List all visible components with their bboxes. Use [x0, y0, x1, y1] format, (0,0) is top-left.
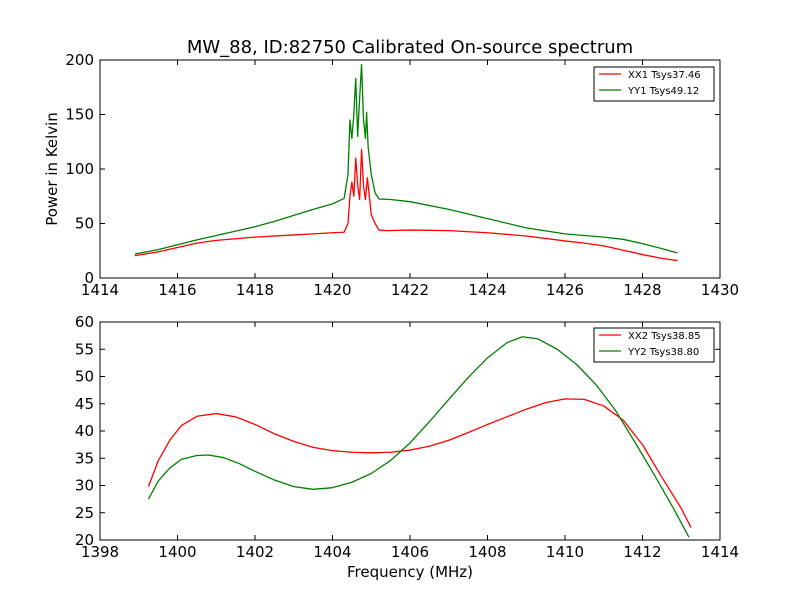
top-x-tick-label: 1416	[158, 281, 196, 299]
bottom-series-line-1	[147, 398, 692, 528]
top-series-line-1	[134, 148, 678, 262]
bottom-y-tick-label: 35	[75, 449, 94, 467]
top-x-tick-label: 1422	[391, 281, 429, 299]
bottom-x-tick-label: 1404	[313, 543, 351, 561]
top-x-tick-label: 1418	[236, 281, 274, 299]
bottom-axes-frame	[99, 321, 721, 541]
top-legend: XX1 Tsys37.46 YY1 Tsys49.12	[593, 66, 715, 102]
top-y-tick-label: 150	[65, 106, 94, 124]
top-legend-label-yy1: YY1 Tsys49.12	[627, 86, 699, 97]
bottom-y-tick-label: 50	[75, 368, 94, 386]
top-series-group	[134, 63, 678, 262]
bottom-legend-label-yy2: YY2 Tsys38.80	[627, 347, 699, 358]
top-legend-box	[593, 66, 715, 102]
top-legend-label-xx1: XX1 Tsys37.46	[628, 70, 701, 81]
bottom-y-tick-label: 25	[75, 504, 94, 522]
bottom-x-tick-label: 1406	[391, 543, 429, 561]
bottom-panel: 1398 1400 1402 1404 1406 1408 1410 1412 1414 20 25…	[75, 313, 739, 581]
top-x-tick-label: 1424	[468, 281, 506, 299]
bottom-y-tick-label: 45	[75, 395, 94, 413]
top-series-line-2	[134, 63, 678, 255]
bottom-x-tick-label: 1408	[468, 543, 506, 561]
bottom-series-line-2	[147, 336, 690, 538]
top-x-tick-label: 1414	[81, 281, 119, 299]
top-x-tick-label: 1428	[623, 281, 661, 299]
top-y-axis-label: Power in Kelvin	[43, 112, 61, 226]
bottom-legend-box	[593, 327, 715, 363]
top-y-tick-label: 100	[65, 160, 94, 178]
top-ticks-group: 1414 1416 1418 1420 1422 1424 1426 1428 1430 0 50 1…	[65, 51, 739, 299]
bottom-y-tick-label: 55	[75, 340, 94, 358]
bottom-y-tick-label: 20	[75, 531, 94, 549]
bottom-x-tick-label: 1398	[81, 543, 119, 561]
top-y-tick-label: 0	[84, 269, 94, 287]
bottom-x-tick-label: 1412	[623, 543, 661, 561]
bottom-y-tick-label: 30	[75, 477, 94, 495]
top-axes-frame	[99, 59, 721, 279]
bottom-x-tick-label: 1402	[236, 543, 274, 561]
bottom-x-tick-label: 1410	[546, 543, 584, 561]
top-x-tick-label: 1426	[546, 281, 584, 299]
top-x-tick-label: 1430	[701, 281, 739, 299]
top-y-tick-label: 50	[75, 215, 94, 233]
bottom-x-tick-label: 1400	[158, 543, 196, 561]
bottom-y-tick-label: 40	[75, 422, 94, 440]
bottom-x-tick-label: 1414	[701, 543, 739, 561]
bottom-x-axis-label: Frequency (MHz)	[347, 563, 473, 581]
bottom-series-group	[147, 336, 692, 538]
top-panel: 1414 1416 1418 1420 1422 1424 1426 1428 1430 0 50 1…	[43, 51, 739, 299]
bottom-y-tick-label: 60	[75, 313, 94, 331]
top-y-tick-label: 200	[65, 51, 94, 69]
bottom-ticks-group: 1398 1400 1402 1404 1406 1408 1410 1412 1414 20 25…	[75, 313, 739, 561]
top-x-tick-label: 1420	[313, 281, 351, 299]
bottom-legend-label-xx2: XX2 Tsys38.85	[628, 331, 701, 342]
chart-title: MW_88, ID:82750 Calibrated On-source spe…	[187, 37, 633, 58]
bottom-legend: XX2 Tsys38.85 YY2 Tsys38.80	[593, 327, 715, 363]
